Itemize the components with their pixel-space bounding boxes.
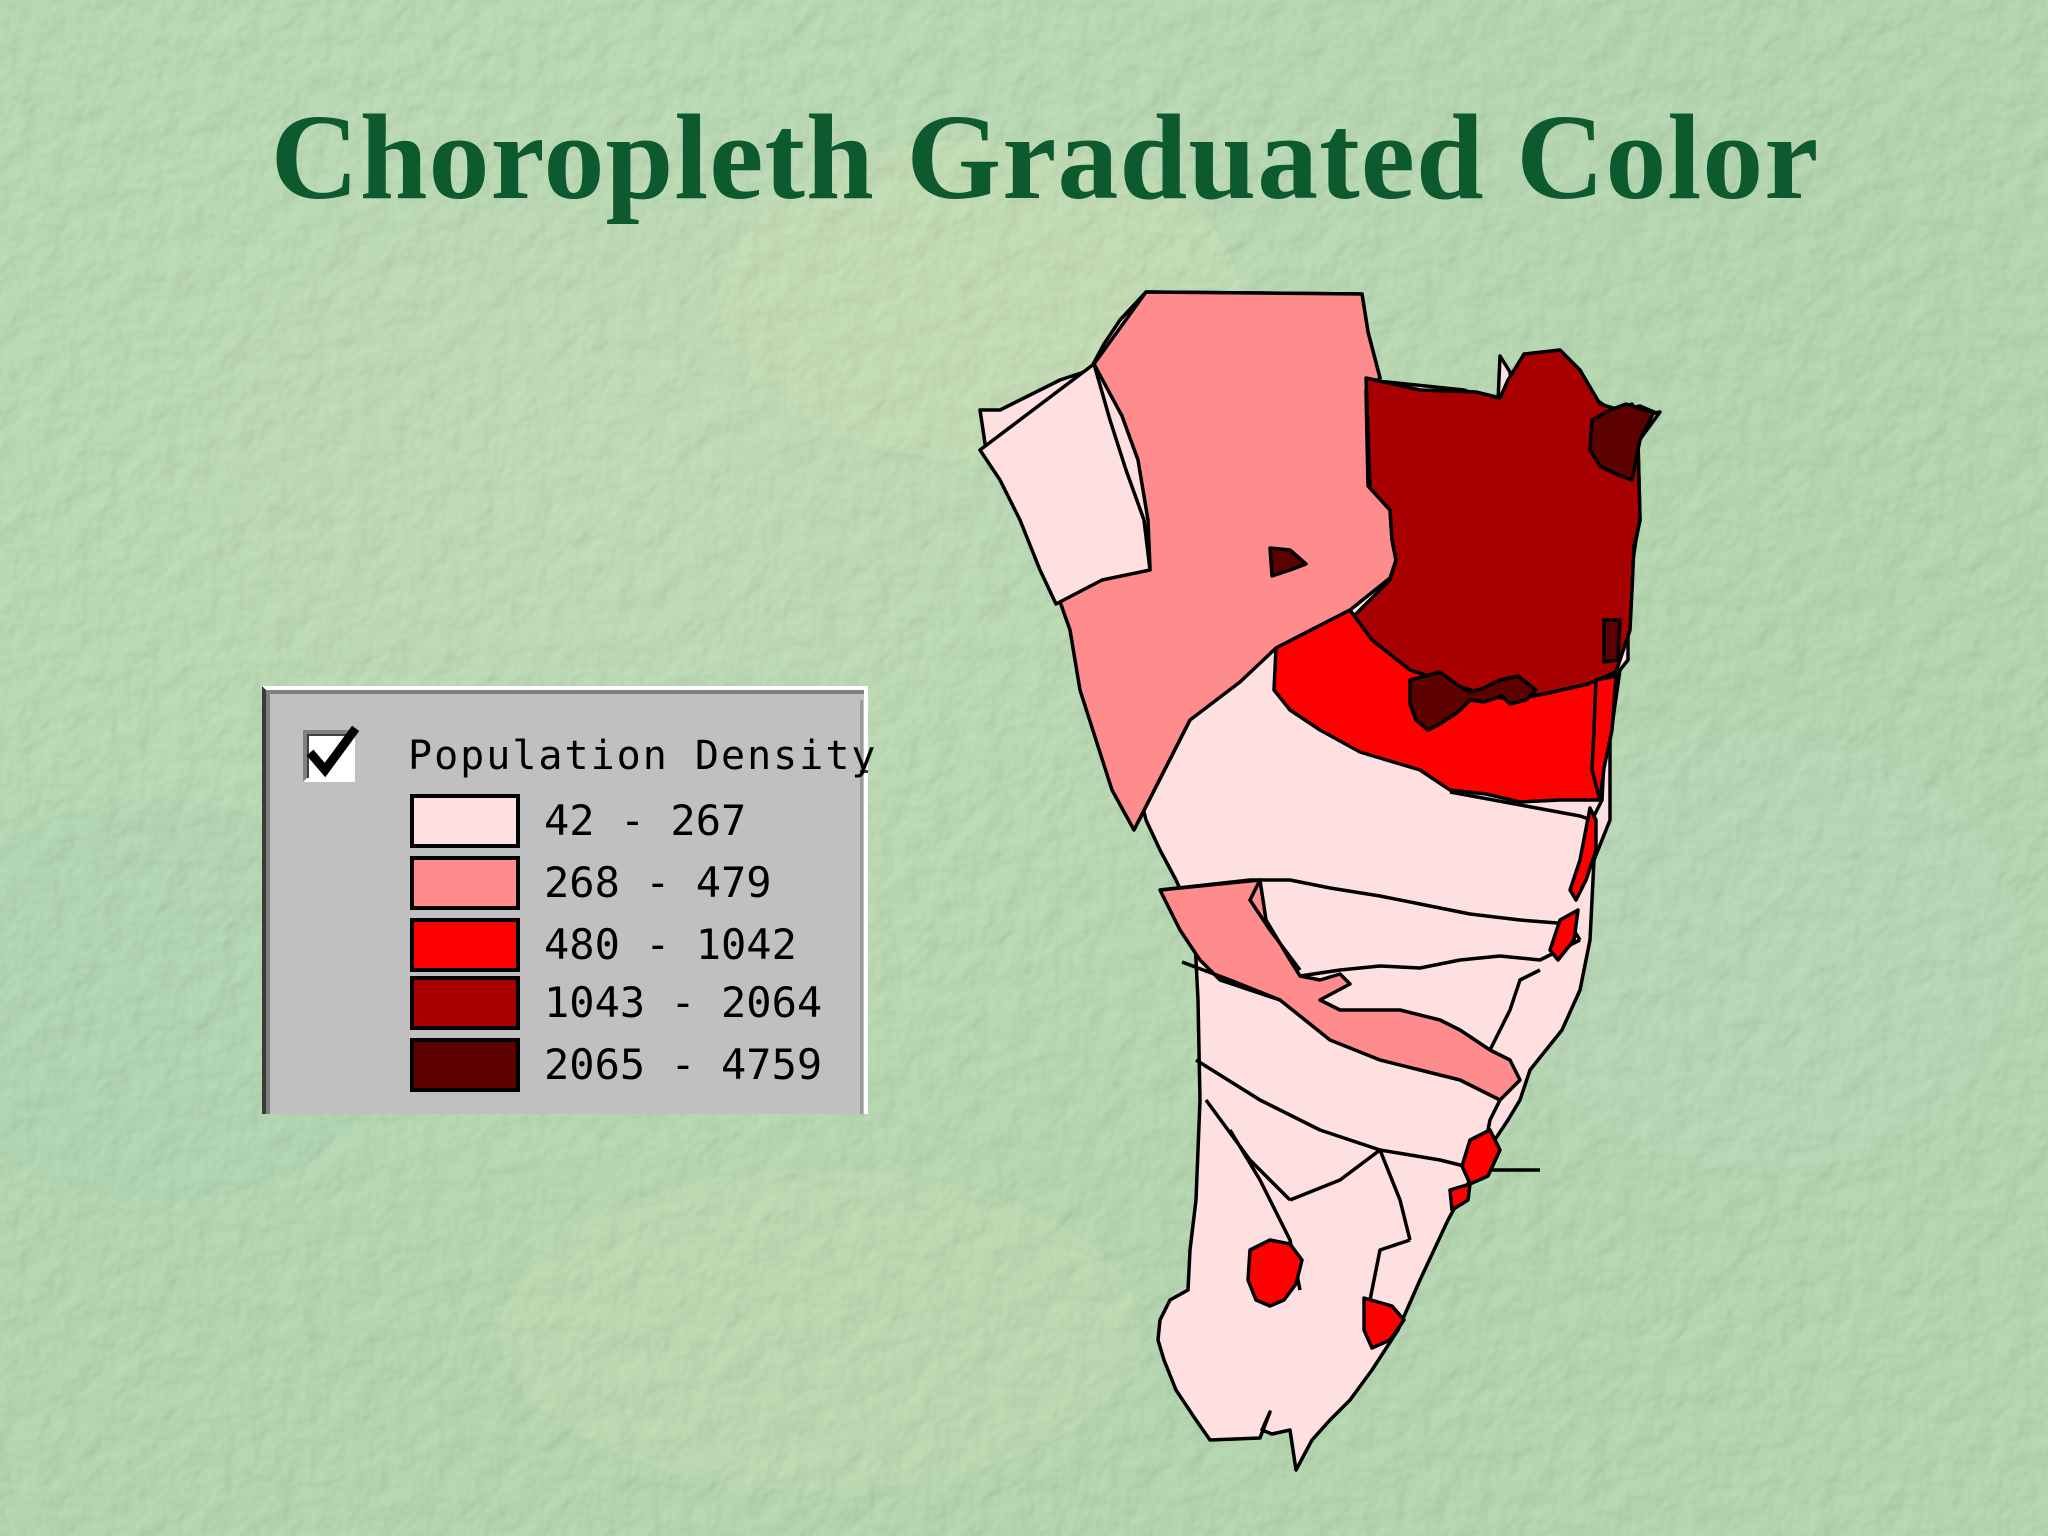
map-boundary-lines [1132,719,1604,1331]
map-region-enclave-coast-north [1588,402,1656,482]
legend-range-label: 2065 - 4759 [544,1040,823,1089]
legend-swatch [410,856,520,910]
legend-swatch [410,794,520,848]
map-region-enclave-north [1268,546,1308,578]
check-icon [306,725,360,778]
legend-swatch [410,976,520,1030]
legend-swatch [410,918,520,972]
legend-heading: Population Density [408,733,878,779]
legend-range-label: 480 - 1042 [544,920,797,969]
map-region-central-west [1158,878,1522,1102]
legend-panel [262,686,868,1114]
map-region-northeast [1352,348,1656,702]
legend-divider [860,700,863,1114]
map-region-southern-town [1246,1238,1304,1308]
slide-title: Choropleth Graduated Color [270,90,1820,225]
map-region-south-tip-town [1362,1296,1406,1350]
legend-range-label: 1043 - 2064 [544,978,823,1027]
legend-swatch [410,1038,520,1092]
map-region-coast-strip [1590,674,1618,802]
legend-range-label: 268 - 479 [544,858,772,907]
map-region-coast-south-3 [1460,1128,1502,1186]
map-region-coast-south-4 [1448,1182,1472,1212]
map-region-enclave-coast-mid [1602,618,1622,664]
legend-range-label: 42 - 267 [544,796,747,845]
map-region-coast-south-2 [1548,908,1580,962]
legend-visibility-checkbox[interactable] [303,725,360,782]
map-region-enclave-central [1408,670,1538,732]
map-region-northwest [978,362,1152,606]
legend-edge-tick [860,770,868,773]
map-region-coast-south-1 [1568,806,1598,902]
